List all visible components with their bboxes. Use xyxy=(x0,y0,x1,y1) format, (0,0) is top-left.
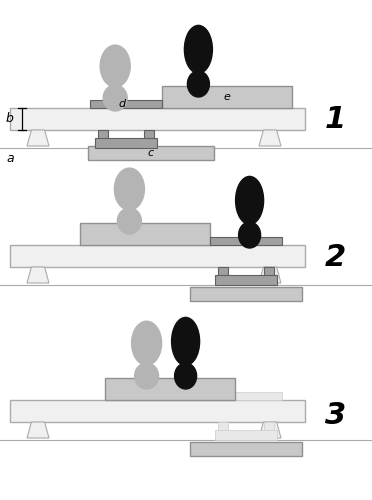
Bar xyxy=(98,130,108,146)
Ellipse shape xyxy=(235,176,264,224)
Text: d: d xyxy=(119,99,126,109)
Text: c: c xyxy=(148,148,154,158)
Bar xyxy=(264,267,274,283)
Bar xyxy=(210,237,282,245)
Bar xyxy=(80,223,210,245)
Ellipse shape xyxy=(100,45,130,87)
Ellipse shape xyxy=(171,318,200,366)
Bar xyxy=(144,130,154,146)
Ellipse shape xyxy=(187,71,209,97)
Bar xyxy=(190,442,302,456)
Polygon shape xyxy=(27,267,49,283)
Bar xyxy=(10,108,305,130)
Ellipse shape xyxy=(103,85,127,111)
Bar xyxy=(90,100,162,108)
Ellipse shape xyxy=(118,208,141,234)
Bar xyxy=(95,138,157,148)
Polygon shape xyxy=(27,130,49,146)
Bar xyxy=(162,86,292,108)
Bar xyxy=(210,392,282,400)
Polygon shape xyxy=(27,422,49,438)
Text: 2: 2 xyxy=(325,244,346,272)
Ellipse shape xyxy=(132,321,161,365)
Text: b: b xyxy=(6,112,14,126)
Bar xyxy=(190,287,302,301)
Bar xyxy=(10,245,305,267)
Text: a: a xyxy=(6,152,14,165)
Ellipse shape xyxy=(174,363,196,389)
Text: 1: 1 xyxy=(325,106,346,134)
Text: e: e xyxy=(224,92,230,102)
Bar xyxy=(88,146,214,160)
Polygon shape xyxy=(259,422,281,438)
Polygon shape xyxy=(259,267,281,283)
Text: 3: 3 xyxy=(325,400,346,430)
Ellipse shape xyxy=(238,222,261,248)
Bar xyxy=(10,400,305,422)
Bar xyxy=(264,422,274,438)
Polygon shape xyxy=(259,130,281,146)
Ellipse shape xyxy=(185,26,212,74)
Bar xyxy=(215,430,277,440)
Bar xyxy=(218,422,228,438)
Bar xyxy=(215,275,277,285)
Ellipse shape xyxy=(135,363,158,389)
Bar xyxy=(105,378,235,400)
Bar xyxy=(218,267,228,283)
Ellipse shape xyxy=(115,168,144,210)
